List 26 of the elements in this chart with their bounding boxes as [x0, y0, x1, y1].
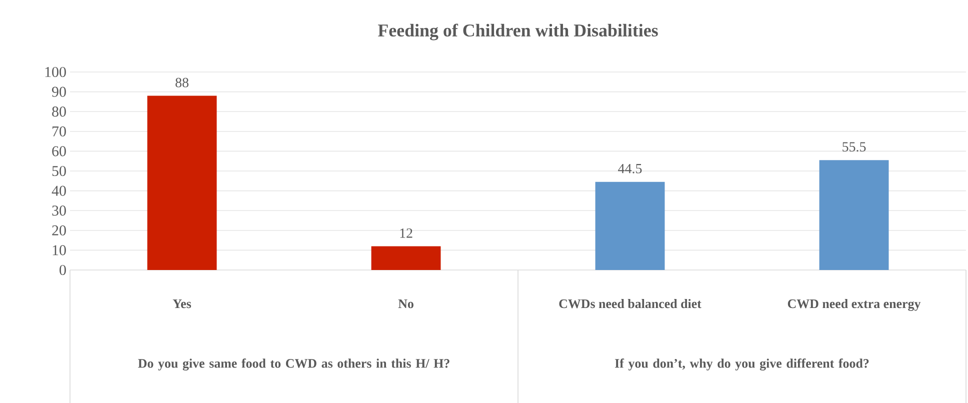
x-tick-label: CWD need extra energy	[788, 299, 921, 311]
bar	[595, 182, 665, 270]
y-tick-label: 50	[52, 166, 66, 176]
y-tick-label: 90	[52, 86, 66, 97]
y-tick-label: 70	[52, 126, 66, 136]
data-label: 12	[400, 228, 412, 238]
bar	[371, 246, 441, 270]
y-tick-label: 0	[60, 264, 66, 276]
bar	[819, 160, 889, 270]
y-tick-label: 80	[52, 106, 66, 117]
y-tick-label: 60	[52, 146, 66, 156]
y-tick-label: 10	[52, 245, 66, 256]
y-tick-label: 40	[52, 186, 66, 196]
y-tick-label: 100	[45, 66, 66, 78]
x-tick-label: No	[398, 300, 414, 308]
data-label: 88	[176, 78, 188, 88]
text: If you don’t, why do you give different food?	[615, 358, 869, 370]
x-tick-label: CWDs need balanced diet	[559, 299, 702, 308]
x-tick-label: Yes	[172, 300, 192, 308]
bar	[147, 96, 217, 270]
y-tick-label: 20	[52, 225, 66, 236]
chart-title: Feeding of Children with Disabilities	[378, 24, 658, 40]
data-label: 44.5	[618, 164, 642, 174]
y-tick-label: 30	[52, 206, 66, 216]
data-label: 55.5	[842, 142, 866, 152]
text: Do you give same food to CWD as others in this H/ H?	[138, 358, 450, 370]
